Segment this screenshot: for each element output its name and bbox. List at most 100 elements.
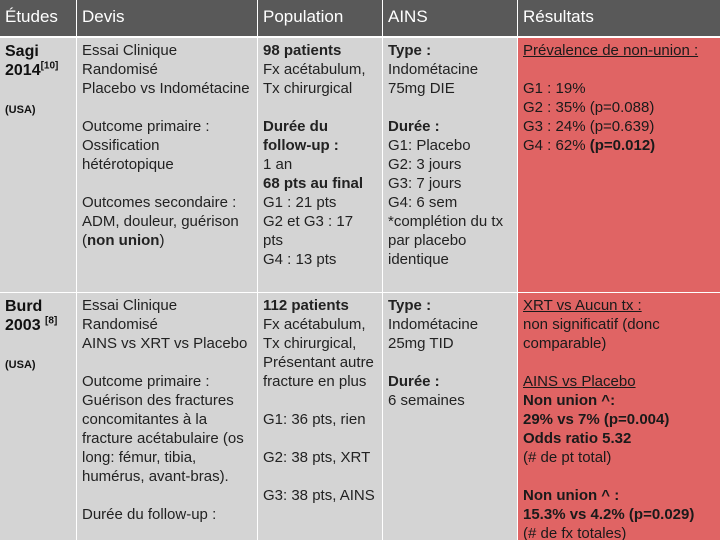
- text-line: Burd: [5, 297, 70, 316]
- text-line: Odds ratio 5.32: [523, 429, 714, 448]
- text-line: G2 et G3 : 17 pts: [263, 213, 354, 249]
- text-line: AINS vs XRT vs Placebo: [82, 335, 248, 352]
- text-line: Prévalence de non-union :: [523, 41, 714, 60]
- text-block: Outcomes secondaire : ADM, douleur, guéri…: [82, 193, 251, 250]
- text-run: Sagi: [5, 43, 39, 60]
- text-line: Essai Clinique Randomisé: [82, 42, 178, 78]
- text-run: G4 : 62%: [523, 137, 590, 154]
- table-cell: Prévalence de non-union : G1 : 19% G2 : 35…: [518, 38, 720, 292]
- text-line: G3: 38 pts, AINS: [263, 487, 375, 504]
- text-line: Non union ^:: [523, 391, 714, 410]
- text-block: Durée : 6 semaines: [388, 372, 511, 410]
- text-block: Non union ^ : 15.3% vs 4.2% (p=0.029) (# d…: [523, 486, 714, 540]
- text-line: Durée :: [388, 372, 511, 391]
- text-block: Outcome primaire : Guérison des fractures…: [82, 372, 251, 486]
- text-run: 112 patients: [263, 297, 349, 314]
- text-run: [10]: [40, 60, 59, 72]
- text-line: G1: Placebo: [388, 137, 471, 154]
- text-run: Type :: [388, 297, 432, 314]
- text-line: Essai Clinique Randomisé: [82, 297, 178, 333]
- text-block: (USA): [5, 354, 70, 375]
- text-block: Burd 2003 [8]: [5, 297, 70, 335]
- text-block: Type : Indométacine 25mg TID: [388, 296, 511, 353]
- text-line: Type :: [388, 296, 511, 315]
- text-line: G1 : 19%: [523, 80, 586, 97]
- table-cell: 98 patients Fx acétabulum, Tx chirurgical…: [258, 38, 382, 292]
- text-run: AINS vs Placebo: [523, 373, 636, 390]
- text-run: Type :: [388, 42, 432, 59]
- text-line: non significatif (donc comparable): [523, 316, 660, 352]
- text-line: Durée :: [388, 117, 511, 136]
- table-cell: 112 patients Fx acétabulum, Tx chirurgica…: [258, 293, 382, 540]
- text-line: *complétion du tx par placebo identique: [388, 213, 504, 268]
- text-block: (USA): [5, 99, 70, 120]
- text-line: Fx acétabulum, Tx chirurgical, Présentan…: [263, 316, 374, 390]
- text-line: G4: 6 sem: [388, 194, 458, 211]
- text-line: Outcome primaire :: [82, 118, 210, 135]
- text-run: Non union ^ :: [523, 487, 620, 504]
- text-line: Sagi: [5, 42, 70, 61]
- text-run: Burd: [5, 298, 43, 315]
- text-run: Durée :: [388, 118, 440, 135]
- text-block: Outcome primaire : Ossification hétérotop…: [82, 117, 251, 174]
- text-run: (p=0.012): [589, 137, 656, 154]
- text-line: 98 patients: [263, 41, 376, 60]
- text-line: G1: 36 pts, rien: [263, 411, 366, 428]
- text-run: 29% vs 7% (p=0.004): [523, 411, 670, 428]
- text-line: (# de pt total): [523, 449, 612, 466]
- text-line: Fx acétabulum, Tx chirurgical: [263, 61, 366, 97]
- header-cell: AINS: [383, 0, 517, 36]
- text-line: G2: 38 pts, XRT: [263, 449, 371, 466]
- text-block: G3: 38 pts, AINS: [263, 486, 376, 505]
- text-block: AINS vs Placebo Non union ^: 29% vs 7% (p=…: [523, 372, 714, 467]
- text-block: Essai Clinique Randomisé Placebo vs Indom…: [82, 41, 251, 98]
- text-line: Durée du follow-up :: [82, 506, 217, 523]
- text-run: XRT vs Aucun tx :: [523, 297, 642, 314]
- text-line: 15.3% vs 4.2% (p=0.029): [523, 505, 714, 524]
- text-line: (USA): [5, 354, 70, 375]
- text-block: XRT vs Aucun tx : non significatif (donc …: [523, 296, 714, 353]
- text-block: Durée : G1: Placebo G2: 3 jours G3: 7 jours…: [388, 117, 511, 269]
- text-line: Type :: [388, 41, 511, 60]
- text-run: Odds ratio 5.32: [523, 430, 632, 447]
- text-line: Ossification hétérotopique: [82, 137, 174, 173]
- text-line: 1 an: [263, 156, 293, 173]
- text-block: 112 patients Fx acétabulum, Tx chirurgica…: [263, 296, 376, 391]
- text-line: G2 : 35% (p=0.088): [523, 99, 655, 116]
- text-line: Indométacine 75mg DIE: [388, 61, 479, 97]
- text-line: G3 : 24% (p=0.639): [523, 118, 655, 135]
- text-block: Durée du follow-up :: [82, 505, 251, 524]
- table-cell: XRT vs Aucun tx : non significatif (donc …: [518, 293, 720, 540]
- header-cell: Devis: [77, 0, 257, 36]
- text-line: 29% vs 7% (p=0.004): [523, 410, 714, 429]
- text-run: Durée :: [388, 373, 440, 390]
- text-run: Non union ^:: [523, 392, 616, 409]
- text-run: 68 pts au final: [263, 175, 364, 192]
- text-block: Prévalence de non-union :: [523, 41, 714, 60]
- text-run: 98 patients: [263, 42, 342, 59]
- table-cell: Burd 2003 [8] (USA): [0, 293, 76, 540]
- text-run: 15.3% vs 4.2% (p=0.029): [523, 506, 695, 523]
- text-block: Type : Indométacine 75mg DIE: [388, 41, 511, 98]
- text-line: G4 : 62% (p=0.012): [523, 136, 714, 155]
- text-run: ADM, douleur, guérison (: [82, 213, 239, 249]
- text-line: Outcome primaire :: [82, 373, 210, 390]
- text-line: (USA): [5, 99, 70, 120]
- text-line: Indométacine 25mg TID: [388, 316, 479, 352]
- header-cell: Études: [0, 0, 76, 36]
- text-line: G2: 3 jours: [388, 156, 462, 173]
- text-run: [8]: [45, 315, 58, 327]
- text-line: G3: 7 jours: [388, 175, 462, 192]
- text-line: Durée du follow-up :: [263, 117, 376, 155]
- text-line: ADM, douleur, guérison (non union): [82, 212, 251, 250]
- text-line: 2003 [8]: [5, 316, 70, 335]
- text-line: 2014[10]: [5, 61, 70, 80]
- text-line: (# de fx totales): [523, 525, 627, 540]
- text-line: Placebo vs Indométacine: [82, 80, 250, 97]
- text-line: XRT vs Aucun tx :: [523, 296, 714, 315]
- text-block: Durée du follow-up : 1 an 68 pts au final G…: [263, 117, 376, 269]
- text-line: 112 patients: [263, 296, 376, 315]
- header-cell: Population: [258, 0, 382, 36]
